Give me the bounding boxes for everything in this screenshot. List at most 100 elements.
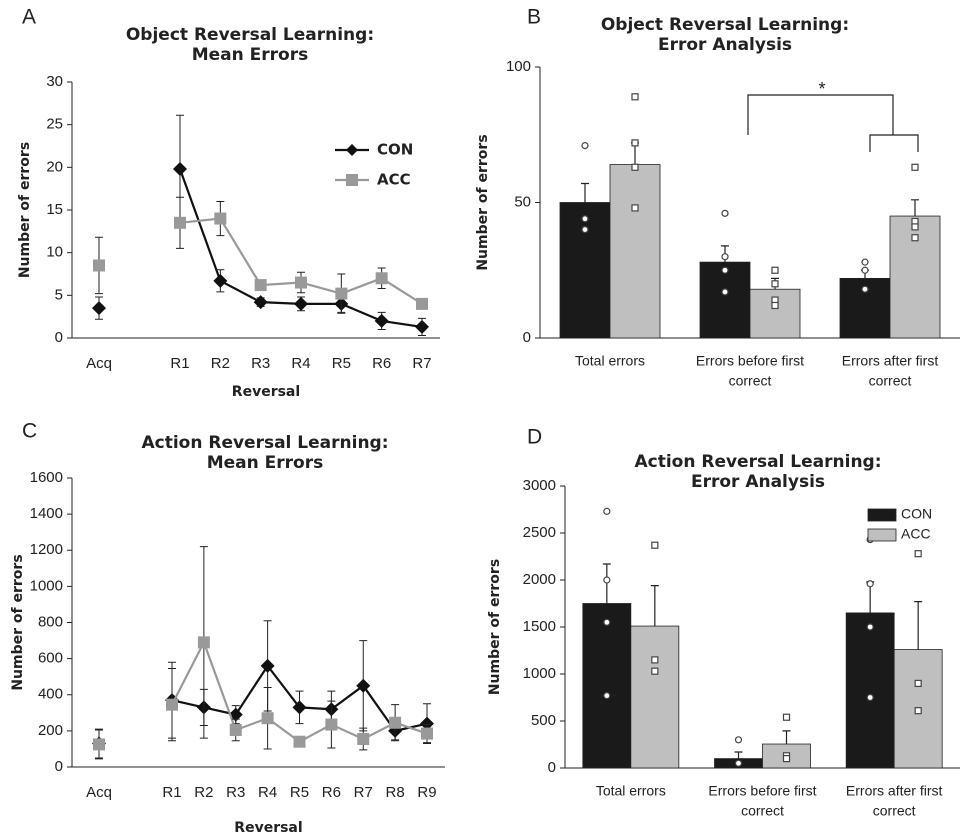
- marker: [771, 301, 779, 310]
- x-tick-label: R7: [412, 355, 431, 372]
- marker: [294, 296, 308, 311]
- x-axis-label: Reversal: [234, 820, 302, 836]
- legend-label: CON: [377, 141, 413, 159]
- marker: [866, 693, 874, 702]
- y-tick-label: 5: [55, 286, 63, 303]
- error-bar: [734, 751, 743, 759]
- x-tick-label: R1: [162, 784, 181, 801]
- y-tick-label: 10: [46, 244, 63, 261]
- marker: [389, 716, 402, 729]
- marker: [213, 273, 228, 288]
- y-tick-label: 0: [55, 329, 63, 346]
- chart-title: Action Reversal Learning:: [141, 433, 388, 453]
- error-bar: [602, 563, 611, 604]
- marker: [416, 297, 428, 310]
- y-axis-label: Number of errors: [487, 559, 503, 695]
- bracket-line: [747, 94, 894, 135]
- x-tick-label: Acq: [86, 355, 112, 372]
- y-tick-label: 2000: [523, 571, 556, 588]
- marker: [166, 698, 178, 711]
- x-tick-label: R5: [290, 784, 309, 801]
- x-tick-label: R8: [386, 784, 405, 801]
- marker: [914, 550, 922, 558]
- panel-label: C: [22, 420, 37, 443]
- x-tick-label: R4: [291, 355, 310, 372]
- marker: [861, 258, 869, 266]
- bar: [749, 288, 801, 339]
- marker: [603, 576, 611, 584]
- marker: [581, 141, 589, 150]
- marker: [357, 733, 370, 746]
- y-tick-label: 1500: [523, 618, 556, 635]
- y-tick-label: 500: [531, 712, 556, 729]
- marker: [214, 212, 227, 225]
- y-tick-label: 400: [38, 686, 63, 703]
- marker: [631, 139, 639, 147]
- marker: [581, 226, 589, 234]
- x-tick-label: R3: [226, 784, 245, 801]
- y-tick-label: 1600: [30, 469, 63, 486]
- marker: [782, 754, 791, 763]
- y-tick-label: 0: [523, 329, 531, 346]
- marker: [651, 656, 659, 664]
- marker: [914, 707, 922, 715]
- y-tick-label: 25: [46, 116, 63, 133]
- marker: [92, 301, 106, 316]
- x-tick-label: correct: [741, 803, 784, 819]
- marker: [293, 735, 306, 748]
- y-tick-label: 0: [55, 758, 63, 775]
- y-tick-label: 15: [46, 201, 63, 218]
- error-bar: [911, 199, 919, 217]
- bracket-line: [869, 134, 919, 152]
- x-tick-label: Total errors: [596, 783, 666, 799]
- marker: [375, 272, 388, 285]
- marker: [734, 736, 743, 744]
- marker: [861, 285, 869, 293]
- x-tick-label: R1: [170, 355, 189, 372]
- marker: [261, 712, 274, 725]
- y-axis-label: Number of errors: [17, 142, 33, 278]
- marker: [260, 658, 275, 673]
- marker: [631, 93, 639, 101]
- marker: [911, 223, 919, 231]
- x-tick-label: Total errors: [575, 353, 645, 369]
- marker: [861, 266, 869, 274]
- marker: [911, 234, 919, 242]
- chart-title: Object Reversal Learning:: [601, 15, 849, 35]
- marker: [581, 215, 589, 223]
- error-bar: [914, 601, 923, 650]
- marker: [421, 727, 433, 740]
- x-tick-label: Errors before first: [708, 783, 816, 799]
- bar: [845, 612, 895, 769]
- marker: [374, 313, 389, 328]
- marker: [295, 276, 307, 289]
- bar: [699, 261, 751, 339]
- marker: [866, 623, 874, 631]
- marker: [631, 204, 639, 212]
- marker: [346, 144, 358, 156]
- y-tick-label: 50: [514, 193, 531, 210]
- marker: [782, 713, 791, 721]
- marker: [253, 295, 268, 310]
- bar: [630, 625, 680, 769]
- x-tick-label: R4: [258, 784, 277, 801]
- chart-title: Object Reversal Learning:: [126, 25, 374, 45]
- x-tick-label: R6: [372, 355, 391, 372]
- legend-label: ACC: [377, 171, 411, 189]
- y-tick-label: 0: [548, 759, 556, 776]
- x-tick-label: Errors before first: [696, 353, 804, 369]
- legend-swatch: [867, 508, 897, 522]
- y-tick-label: 1000: [523, 665, 556, 682]
- x-tick-label: correct: [869, 373, 912, 389]
- significance-bracket: [747, 94, 919, 152]
- marker: [173, 162, 187, 177]
- marker: [292, 700, 307, 715]
- marker: [651, 667, 659, 675]
- marker: [771, 266, 779, 274]
- bar: [609, 164, 661, 339]
- y-tick-label: 1400: [30, 505, 63, 522]
- marker: [721, 253, 729, 261]
- y-tick-label: 200: [38, 722, 63, 739]
- y-tick-label: 1200: [30, 541, 63, 558]
- marker: [335, 287, 348, 300]
